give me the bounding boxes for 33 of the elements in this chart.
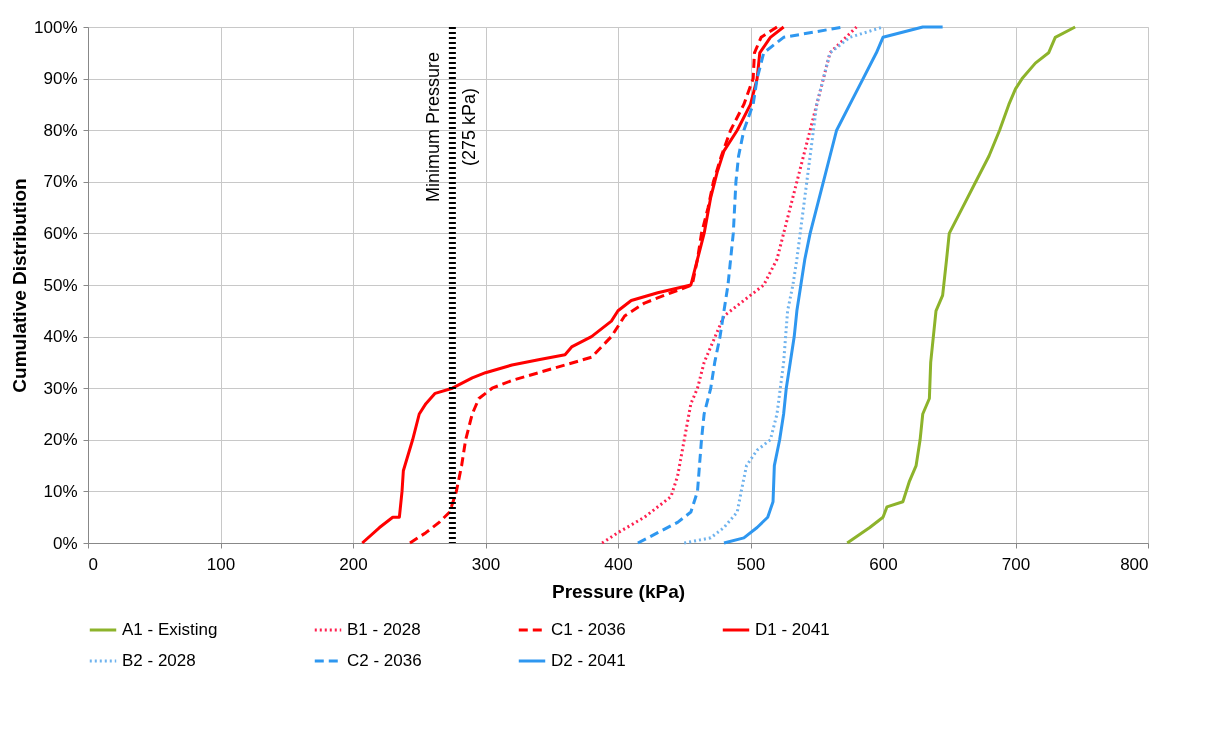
line-series — [845, 25, 1077, 545]
y-tick-label: 40% — [43, 327, 78, 347]
line-series — [722, 25, 945, 545]
x-tick-label: 200 — [339, 554, 368, 574]
legend-label: D2 - 2041 — [551, 651, 626, 670]
y-tick-label: 0% — [52, 533, 78, 553]
legend-label: A1 - Existing — [122, 620, 218, 639]
y-tick-label: 60% — [43, 223, 78, 243]
legend-label: B2 - 2028 — [122, 651, 196, 670]
x-tick-label: 500 — [736, 554, 766, 574]
y-tick-label: 20% — [43, 430, 78, 450]
y-tick-label: 10% — [43, 481, 78, 501]
y-tick-label: 30% — [43, 378, 78, 398]
ref-line-label: Minimum Pressure (275 kPa) — [423, 51, 480, 203]
y-tick-label: 70% — [43, 172, 78, 192]
x-tick-label: 100 — [206, 554, 236, 574]
y-tick-label: 90% — [43, 69, 78, 89]
x-tick-label: 700 — [1001, 554, 1031, 574]
y-tick-label: 80% — [43, 120, 78, 140]
legend-label: B1 - 2028 — [347, 620, 421, 639]
legend-label: C2 - 2036 — [347, 651, 422, 670]
y-tick-label: 100% — [34, 17, 78, 37]
x-tick-label: 300 — [471, 554, 501, 574]
line-series — [600, 25, 858, 545]
x-tick-label: 0 — [88, 554, 98, 574]
legend-label: C1 - 2036 — [551, 620, 626, 639]
x-axis-title: Pressure (kPa) — [551, 580, 686, 602]
x-tick-label: 400 — [604, 554, 633, 574]
legend-label: D1 - 2041 — [755, 620, 830, 639]
x-tick-label: 600 — [869, 554, 898, 574]
y-axis-title: Cumulative Distribution — [9, 178, 31, 393]
y-tick-label: 50% — [43, 275, 78, 295]
x-tick-label: 800 — [1120, 554, 1149, 574]
